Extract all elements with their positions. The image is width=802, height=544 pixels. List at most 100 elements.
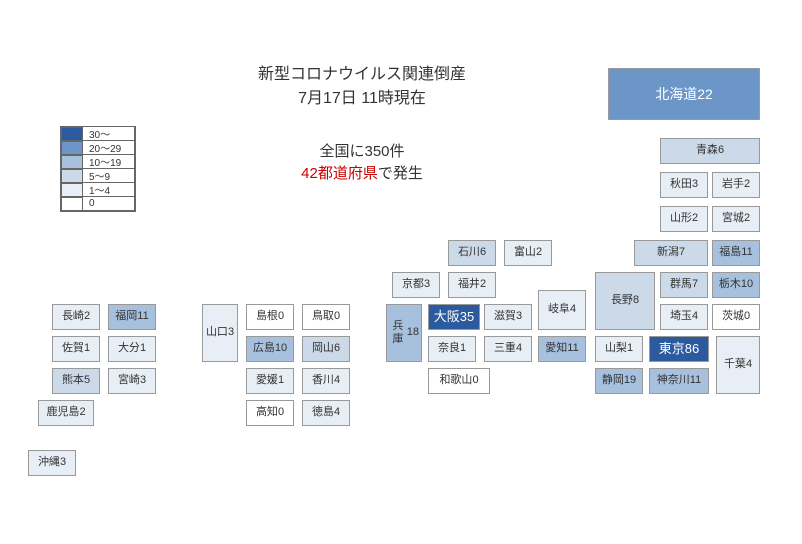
pref-name: 秋田 — [670, 178, 692, 191]
prefecture-cell: 香川 4 — [302, 368, 350, 394]
pref-name: 静岡 — [602, 374, 624, 387]
pref-name: 新潟 — [657, 246, 679, 259]
prefecture-cell: 愛媛 1 — [246, 368, 294, 394]
pref-name: 兵庫 — [389, 320, 407, 346]
prefecture-cell: 徳島 4 — [302, 400, 350, 426]
legend-label: 5～9 — [83, 169, 135, 183]
legend-row: 1～4 — [61, 183, 135, 197]
prefecture-cell: 愛知 11 — [538, 336, 586, 362]
prefecture-cell: 青森 6 — [660, 138, 760, 164]
prefecture-cell: 栃木 10 — [712, 272, 760, 298]
prefecture-cell: 福岡 11 — [108, 304, 156, 330]
pref-value: 0 — [334, 310, 340, 323]
pref-value: 11 — [690, 374, 701, 387]
pref-name: 山梨 — [605, 342, 627, 355]
pref-value: 86 — [685, 341, 699, 357]
pref-name: 滋賀 — [494, 310, 516, 323]
prefecture-cell: 山口 3 — [202, 304, 238, 362]
pref-value: 11 — [741, 246, 752, 259]
legend-label: 1～4 — [83, 183, 135, 197]
pref-value: 2 — [480, 278, 486, 291]
subtitle-line2: 42都道府県で発生 — [212, 162, 512, 183]
pref-value: 2 — [536, 246, 542, 259]
pref-name: 福井 — [458, 278, 480, 291]
pref-value: 1 — [278, 374, 284, 387]
pref-value: 1 — [460, 342, 466, 355]
prefecture-cell: 長野 8 — [595, 272, 655, 330]
pref-name: 岩手 — [722, 178, 744, 191]
prefecture-cell: 神奈川 11 — [649, 368, 709, 394]
prefecture-cell: 長崎 2 — [52, 304, 100, 330]
prefecture-cell: 北海道 22 — [608, 68, 760, 120]
legend-swatch — [61, 197, 83, 211]
pref-value: 6 — [334, 342, 340, 355]
legend-swatch — [61, 183, 83, 197]
pref-value: 3 — [424, 278, 430, 291]
prefecture-cell: 富山 2 — [504, 240, 552, 266]
chart-title: 新型コロナウイルス関連倒産 7月17日 11時現在 — [212, 60, 512, 108]
prefecture-cell: 三重 4 — [484, 336, 532, 362]
pref-value: 7 — [679, 246, 685, 259]
pref-name: 和歌山 — [439, 374, 472, 387]
pref-name: 埼玉 — [670, 310, 692, 323]
prefecture-cell: 山梨 1 — [595, 336, 643, 362]
pref-name: 熊本 — [62, 374, 84, 387]
legend-label: 30～ — [83, 127, 135, 141]
pref-name: 富山 — [514, 246, 536, 259]
pref-value: 1 — [84, 342, 90, 355]
legend-row: 20～29 — [61, 141, 135, 155]
legend-row: 0 — [61, 197, 135, 211]
pref-name: 島根 — [256, 310, 278, 323]
prefecture-cell: 高知 0 — [246, 400, 294, 426]
prefecture-cell: 広島 10 — [246, 336, 294, 362]
pref-value: 35 — [460, 309, 474, 325]
pref-name: 岡山 — [312, 342, 334, 355]
legend: 30～20～2910～195～91～40 — [60, 126, 136, 212]
pref-value: 0 — [278, 310, 284, 323]
pref-value: 19 — [624, 374, 636, 387]
pref-value: 2 — [79, 406, 85, 419]
legend-row: 30～ — [61, 127, 135, 141]
subtitle-count: 全国に350件 — [319, 143, 404, 160]
pref-value: 4 — [746, 358, 752, 371]
pref-value: 2 — [692, 212, 698, 225]
prefecture-cell: 千葉 4 — [716, 336, 760, 394]
pref-value: 0 — [278, 406, 284, 419]
pref-name: 京都 — [402, 278, 424, 291]
pref-value: 10 — [275, 342, 287, 355]
pref-name: 福島 — [719, 246, 741, 259]
prefecture-cell: 秋田 3 — [660, 172, 708, 198]
pref-value: 4 — [516, 342, 522, 355]
pref-name: 長崎 — [62, 310, 84, 323]
prefecture-cell: 佐賀 1 — [52, 336, 100, 362]
pref-name: 山形 — [670, 212, 692, 225]
pref-name: 大阪 — [434, 309, 460, 325]
prefecture-cell: 兵庫 18 — [386, 304, 422, 362]
pref-name: 栃木 — [719, 278, 741, 291]
legend-row: 10～19 — [61, 155, 135, 169]
prefecture-cell: 鹿児島 2 — [38, 400, 94, 426]
pref-value: 3 — [228, 326, 234, 339]
pref-name: 宮崎 — [118, 374, 140, 387]
pref-value: 11 — [567, 342, 578, 355]
legend-swatch — [61, 141, 83, 155]
title-line1: 新型コロナウイルス関連倒産 — [212, 60, 512, 84]
prefecture-cell: 山形 2 — [660, 206, 708, 232]
prefecture-cell: 熊本 5 — [52, 368, 100, 394]
legend-swatch — [61, 155, 83, 169]
pref-name: 岐阜 — [548, 303, 570, 316]
title-line2: 7月17日 11時現在 — [212, 84, 512, 108]
legend-swatch — [61, 127, 83, 141]
pref-name: 広島 — [253, 342, 275, 355]
subtitle-rest: で発生 — [378, 165, 423, 182]
legend-label: 10～19 — [83, 155, 135, 169]
prefecture-cell: 沖縄 3 — [28, 450, 76, 476]
prefecture-cell: 島根 0 — [246, 304, 294, 330]
prefecture-cell: 京都 3 — [392, 272, 440, 298]
subtitle-line1: 全国に350件 — [212, 140, 512, 161]
pref-name: 愛知 — [545, 342, 567, 355]
pref-name: 鹿児島 — [46, 406, 79, 419]
pref-value: 4 — [334, 406, 340, 419]
pref-name: 東京 — [659, 341, 685, 357]
pref-name: 山口 — [206, 326, 228, 339]
